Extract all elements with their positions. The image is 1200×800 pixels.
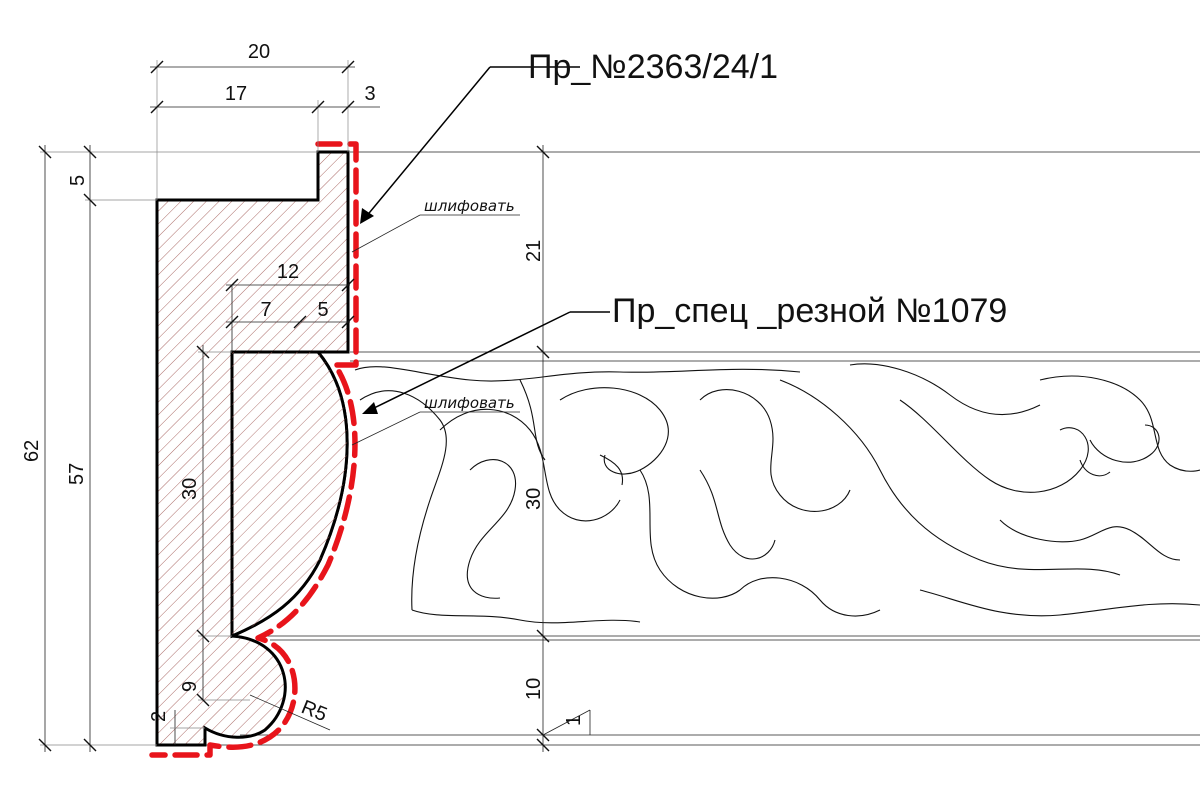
dim-17: 17 [225, 83, 247, 105]
dim-2: 2 [148, 711, 170, 722]
sanding-note-carved: шлифовать [424, 394, 515, 412]
dim-30-right: 30 [523, 488, 545, 510]
dimension-lines [38, 60, 591, 752]
profile-top-label: Пр_№2363/24/1 [528, 48, 778, 86]
dim-1: 1 [563, 715, 585, 726]
leaders [351, 66, 610, 446]
dim-62: 62 [21, 440, 43, 462]
cut-contour [149, 141, 359, 758]
dim-9: 9 [179, 681, 201, 692]
dim-5: 5 [317, 299, 328, 321]
profile-carved-label: Пр_спец _резной №1079 [612, 292, 1007, 330]
carved-ornament [354, 363, 1200, 624]
dim-3: 3 [364, 83, 375, 105]
dim-10: 10 [523, 678, 545, 700]
dim-7: 7 [260, 299, 271, 321]
sanding-note-top: шлифовать [424, 197, 515, 215]
dim-30-left: 30 [179, 478, 201, 500]
elevation-edges [200, 151, 1200, 746]
dim-20: 20 [248, 41, 270, 63]
dim-57: 57 [66, 463, 88, 485]
dim-r5: R5 [298, 696, 330, 726]
dim-12: 12 [277, 261, 299, 283]
dim-5-top: 5 [67, 175, 89, 186]
profile-recess-hatch [232, 352, 348, 636]
dim-21: 21 [523, 240, 545, 262]
